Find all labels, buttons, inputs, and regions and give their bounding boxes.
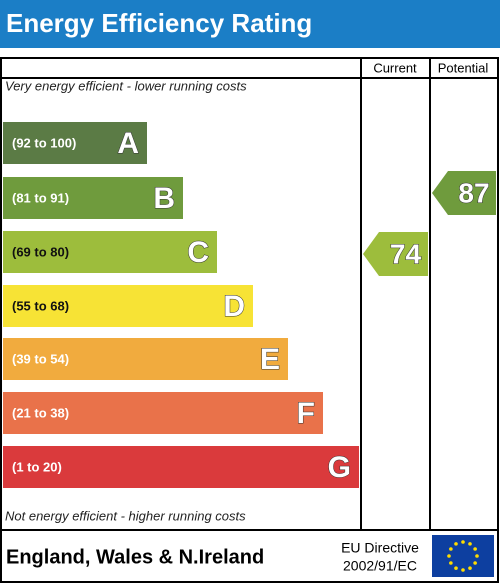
- band-letter: D: [223, 290, 245, 323]
- flag-star: [468, 566, 472, 570]
- band-letter: F: [297, 397, 315, 430]
- footer-directive: EU Directive: [341, 540, 419, 556]
- footer-region: England, Wales & N.Ireland: [6, 546, 264, 568]
- header-potential: Potential: [438, 60, 489, 75]
- band: [3, 231, 217, 273]
- flag-star: [461, 568, 465, 572]
- band-letter: E: [260, 343, 280, 376]
- band: [3, 122, 147, 164]
- title: Energy Efficiency Rating: [6, 8, 312, 38]
- bottom-note: Not energy efficient - higher running co…: [5, 508, 246, 523]
- band-range: (39 to 54): [12, 351, 69, 366]
- band: [3, 446, 359, 488]
- flag-star: [449, 561, 453, 565]
- band-letter: C: [187, 236, 209, 269]
- flag-star: [475, 554, 479, 558]
- band-range: (55 to 68): [12, 298, 69, 313]
- flag-star: [473, 547, 477, 551]
- band-range: (21 to 38): [12, 405, 69, 420]
- band-letter: A: [117, 127, 139, 160]
- frame: [0, 57, 499, 583]
- top-note: Very energy efficient - lower running co…: [5, 78, 247, 93]
- footer-directive: 2002/91/EC: [343, 558, 417, 574]
- flag-star: [461, 540, 465, 544]
- flag-star: [454, 566, 458, 570]
- band-range: (1 to 20): [12, 459, 62, 474]
- flag-star: [449, 547, 453, 551]
- band: [3, 177, 183, 219]
- title-bar: [0, 0, 500, 48]
- header-current: Current: [373, 60, 417, 75]
- band-range: (69 to 80): [12, 244, 69, 259]
- band-range: (81 to 91): [12, 190, 69, 205]
- band: [3, 338, 288, 380]
- band: [3, 392, 323, 434]
- flag-star: [473, 561, 477, 565]
- flag-star: [447, 554, 451, 558]
- band-letter: G: [328, 451, 351, 484]
- rating-arrow: [432, 171, 496, 215]
- eu-flag: [432, 535, 494, 577]
- flag-star: [454, 542, 458, 546]
- band: [3, 285, 253, 327]
- band-letter: B: [153, 182, 175, 215]
- rating-value: 74: [390, 238, 422, 269]
- rating-arrow: [363, 232, 428, 276]
- rating-value: 87: [458, 177, 489, 208]
- flag-star: [468, 542, 472, 546]
- band-range: (92 to 100): [12, 135, 76, 150]
